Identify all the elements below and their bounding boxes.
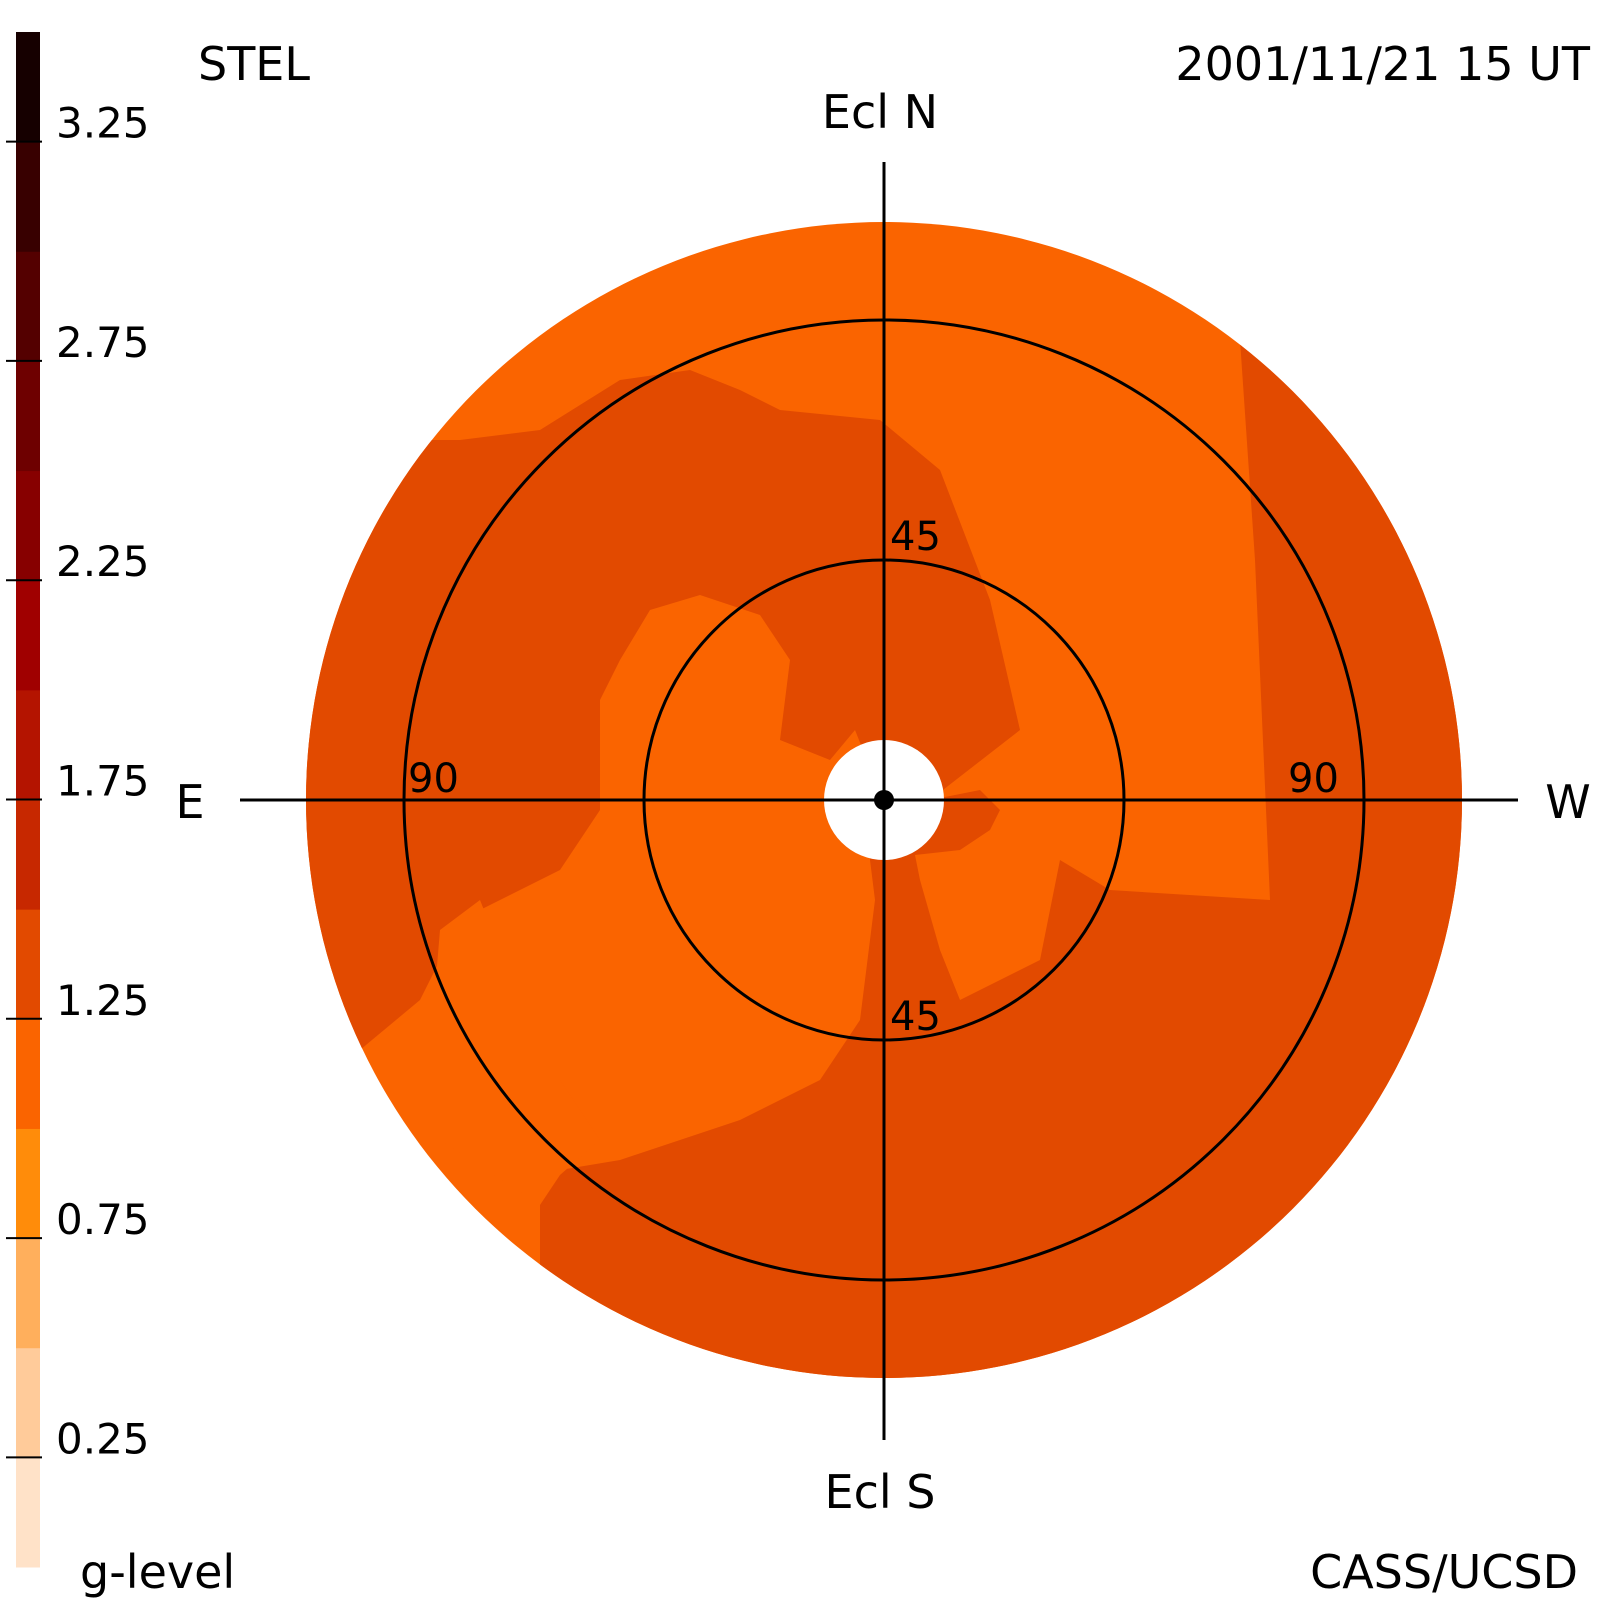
credit-label: CASS/UCSD — [1310, 1545, 1578, 1599]
colorbar-band — [16, 1238, 40, 1349]
colorbar-band — [16, 799, 40, 910]
colorbar-band — [16, 32, 40, 143]
colorbar-band — [16, 689, 40, 800]
colorbar-band — [16, 470, 40, 581]
colorbar-band — [16, 360, 40, 472]
colorbar-tick-label: 2.75 — [56, 318, 150, 367]
colorbar-band — [16, 1347, 40, 1458]
colorbar-tick-label: 1.75 — [56, 757, 150, 806]
ring-label-45-south: 45 — [890, 994, 941, 1040]
direction-north-label: Ecl N — [822, 85, 938, 139]
direction-south-label: Ecl S — [825, 1465, 936, 1519]
colorbar-tick-label: 3.25 — [56, 99, 150, 148]
sun-center-dot — [874, 790, 894, 810]
ring-label-90-east: 90 — [408, 756, 459, 802]
colorbar-title: g-level — [80, 1545, 235, 1599]
colorbar-band — [16, 251, 40, 362]
timestamp-label: 2001/11/21 15 UT — [1175, 37, 1591, 91]
colorbar-band — [16, 580, 40, 691]
colorbar-band — [16, 909, 40, 1020]
colorbar-tick-label: 0.75 — [56, 1195, 150, 1244]
colorbar-tick-label: 2.25 — [56, 537, 150, 586]
map-low-level-strip — [430, 900, 600, 1205]
colorbar-tick-label: 0.25 — [56, 1414, 150, 1463]
colorbar-ticks: 3.25 2.75 2.25 1.75 1.25 0.75 0.25 — [6, 99, 150, 1463]
instrument-label: STEL — [198, 37, 310, 91]
colorbar-band — [16, 1128, 40, 1239]
colorbar-band — [16, 141, 40, 252]
ring-label-45-north: 45 — [890, 514, 941, 560]
colorbar — [16, 32, 40, 1568]
colorbar-band — [16, 1018, 40, 1129]
direction-west-label: W — [1545, 775, 1590, 829]
colorbar-tick-label: 1.25 — [56, 976, 150, 1025]
colorbar-band — [16, 1457, 40, 1568]
direction-east-label: E — [175, 775, 204, 829]
ring-label-90-west: 90 — [1288, 756, 1339, 802]
